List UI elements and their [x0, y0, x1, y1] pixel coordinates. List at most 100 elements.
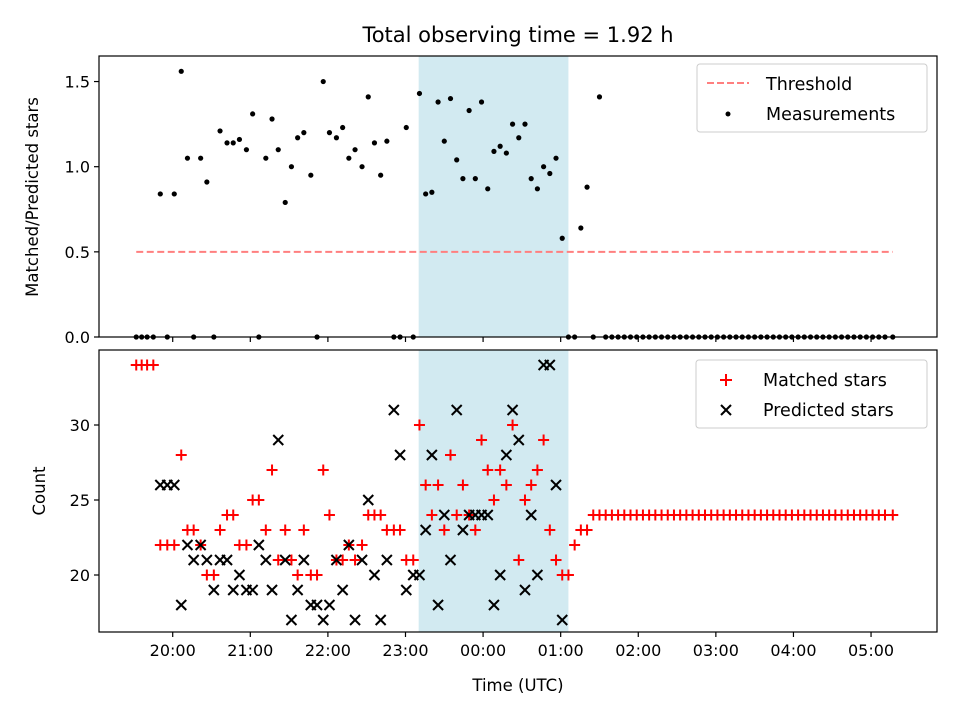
- predicted-star-marker: [208, 584, 220, 596]
- matched-star-marker: [260, 524, 272, 536]
- measurement-point: [243, 147, 250, 153]
- predicted-star-marker: [544, 359, 556, 371]
- predicted-star-marker: [168, 479, 180, 491]
- measurement-point: [204, 179, 210, 185]
- measurement-point: [472, 176, 478, 182]
- measurement-point: [365, 94, 371, 100]
- matched-star-marker: [432, 479, 444, 491]
- matched-star-marker: [482, 464, 494, 476]
- matched-star-marker: [451, 509, 463, 521]
- measurement-point: [497, 143, 503, 149]
- predicted-star-marker: [394, 449, 406, 461]
- top-legend-box: [696, 63, 928, 133]
- predicted-star-marker: [336, 584, 349, 596]
- matched-star-marker: [488, 494, 500, 506]
- measurement-point: [178, 68, 184, 74]
- matched-star-marker: [188, 524, 200, 536]
- measurement-point: [371, 140, 378, 146]
- matched-star-marker: [323, 509, 335, 521]
- matched-star-marker: [476, 434, 488, 446]
- legend-measurements-swatch: [725, 111, 731, 117]
- top-y-axis-label: Matched/Predicted stars: [23, 97, 42, 297]
- measurement-point: [269, 116, 275, 122]
- measurement-point: [454, 157, 460, 163]
- predicted-star-marker: [253, 539, 265, 551]
- measurement-point: [288, 164, 295, 170]
- top-panel: 0.0 0.5 1.0 1.5 Matched/Predicted stars Thr…: [23, 55, 938, 347]
- predicted-star-marker: [194, 539, 207, 551]
- bottom-panel: 20 25 30 20:00 21:00 22:00 23:00 00:00 01:00 02:…: [30, 349, 938, 695]
- measurement-point: [346, 155, 352, 161]
- predicted-star-marker: [450, 404, 463, 416]
- measurement-point: [559, 235, 565, 241]
- legend-threshold-label: Threshold: [765, 75, 852, 95]
- measurement-point: [352, 147, 358, 153]
- predicted-star-marker: [426, 449, 438, 461]
- measurement-point: [460, 176, 466, 182]
- measurement-point: [236, 136, 243, 143]
- measurement-point: [378, 172, 384, 178]
- predicted-star-marker: [419, 524, 432, 536]
- predicted-star-marker: [482, 509, 494, 521]
- measurement-point: [447, 95, 454, 102]
- matched-star-marker: [214, 524, 226, 536]
- predicted-star-marker: [457, 524, 469, 536]
- measurement-point: [541, 164, 547, 170]
- legend-measurements-label: Measurements: [766, 105, 895, 125]
- measurement-point: [466, 107, 472, 114]
- matched-star-marker: [208, 569, 220, 581]
- measurement-point: [295, 135, 301, 141]
- matched-star-marker: [175, 449, 187, 461]
- matched-star-marker: [538, 434, 550, 446]
- predicted-star-marker: [227, 584, 239, 596]
- measurement-point: [282, 199, 288, 206]
- matched-star-marker: [227, 509, 239, 521]
- measurement-point: [578, 225, 584, 231]
- measurement-point: [509, 121, 516, 127]
- matched-star-marker: [413, 419, 425, 431]
- bottom-xtick-label: 00:00: [460, 641, 506, 660]
- bottom-xtick-label: 20:00: [150, 641, 196, 660]
- matched-star-marker: [420, 479, 432, 491]
- matched-star-marker: [266, 464, 278, 476]
- measurement-point: [384, 138, 390, 144]
- measurement-point: [423, 191, 429, 197]
- measurement-point: [522, 121, 528, 127]
- predicted-star-marker: [488, 599, 500, 611]
- measurement-point: [584, 184, 590, 190]
- measurement-point: [503, 150, 509, 156]
- top-ytick-label: 0.5: [65, 243, 90, 262]
- measurement-point: [224, 140, 230, 146]
- top-ytick-label: 1.0: [65, 158, 90, 177]
- bottom-shaded-interval: [418, 350, 569, 632]
- predicted-star-marker: [279, 554, 291, 566]
- bottom-xtick-label: 05:00: [848, 641, 894, 660]
- predicted-star-marker: [330, 554, 343, 566]
- predicted-stars-points: [154, 359, 568, 626]
- predicted-star-marker: [413, 569, 426, 581]
- bottom-xtick-label: 23:00: [382, 641, 428, 660]
- top-chart-title: Total observing time = 1.92 h: [361, 23, 673, 47]
- bottom-ytick-label: 30: [70, 416, 90, 435]
- legend-predicted-swatch: [720, 404, 732, 416]
- measurement-point: [198, 155, 204, 161]
- measurement-point: [263, 155, 269, 161]
- matched-star-marker: [569, 539, 581, 551]
- matched-star-marker: [168, 539, 180, 551]
- measurement-point: [596, 94, 603, 100]
- bottom-xtick-label: 03:00: [693, 641, 739, 660]
- predicted-star-marker: [531, 569, 544, 581]
- measurement-point: [171, 191, 177, 197]
- bottom-legend-box: [695, 359, 928, 429]
- predicted-star-marker: [246, 584, 259, 596]
- bottom-xtick-label: 21:00: [227, 641, 273, 660]
- matched-star-marker: [519, 494, 531, 506]
- predicted-star-marker: [285, 614, 298, 626]
- top-shade-rect: [418, 56, 569, 337]
- predicted-star-marker: [374, 614, 387, 626]
- measurement-point: [528, 176, 534, 182]
- matched-star-marker: [311, 569, 323, 581]
- predicted-star-marker: [550, 479, 562, 491]
- measurement-point: [478, 99, 485, 105]
